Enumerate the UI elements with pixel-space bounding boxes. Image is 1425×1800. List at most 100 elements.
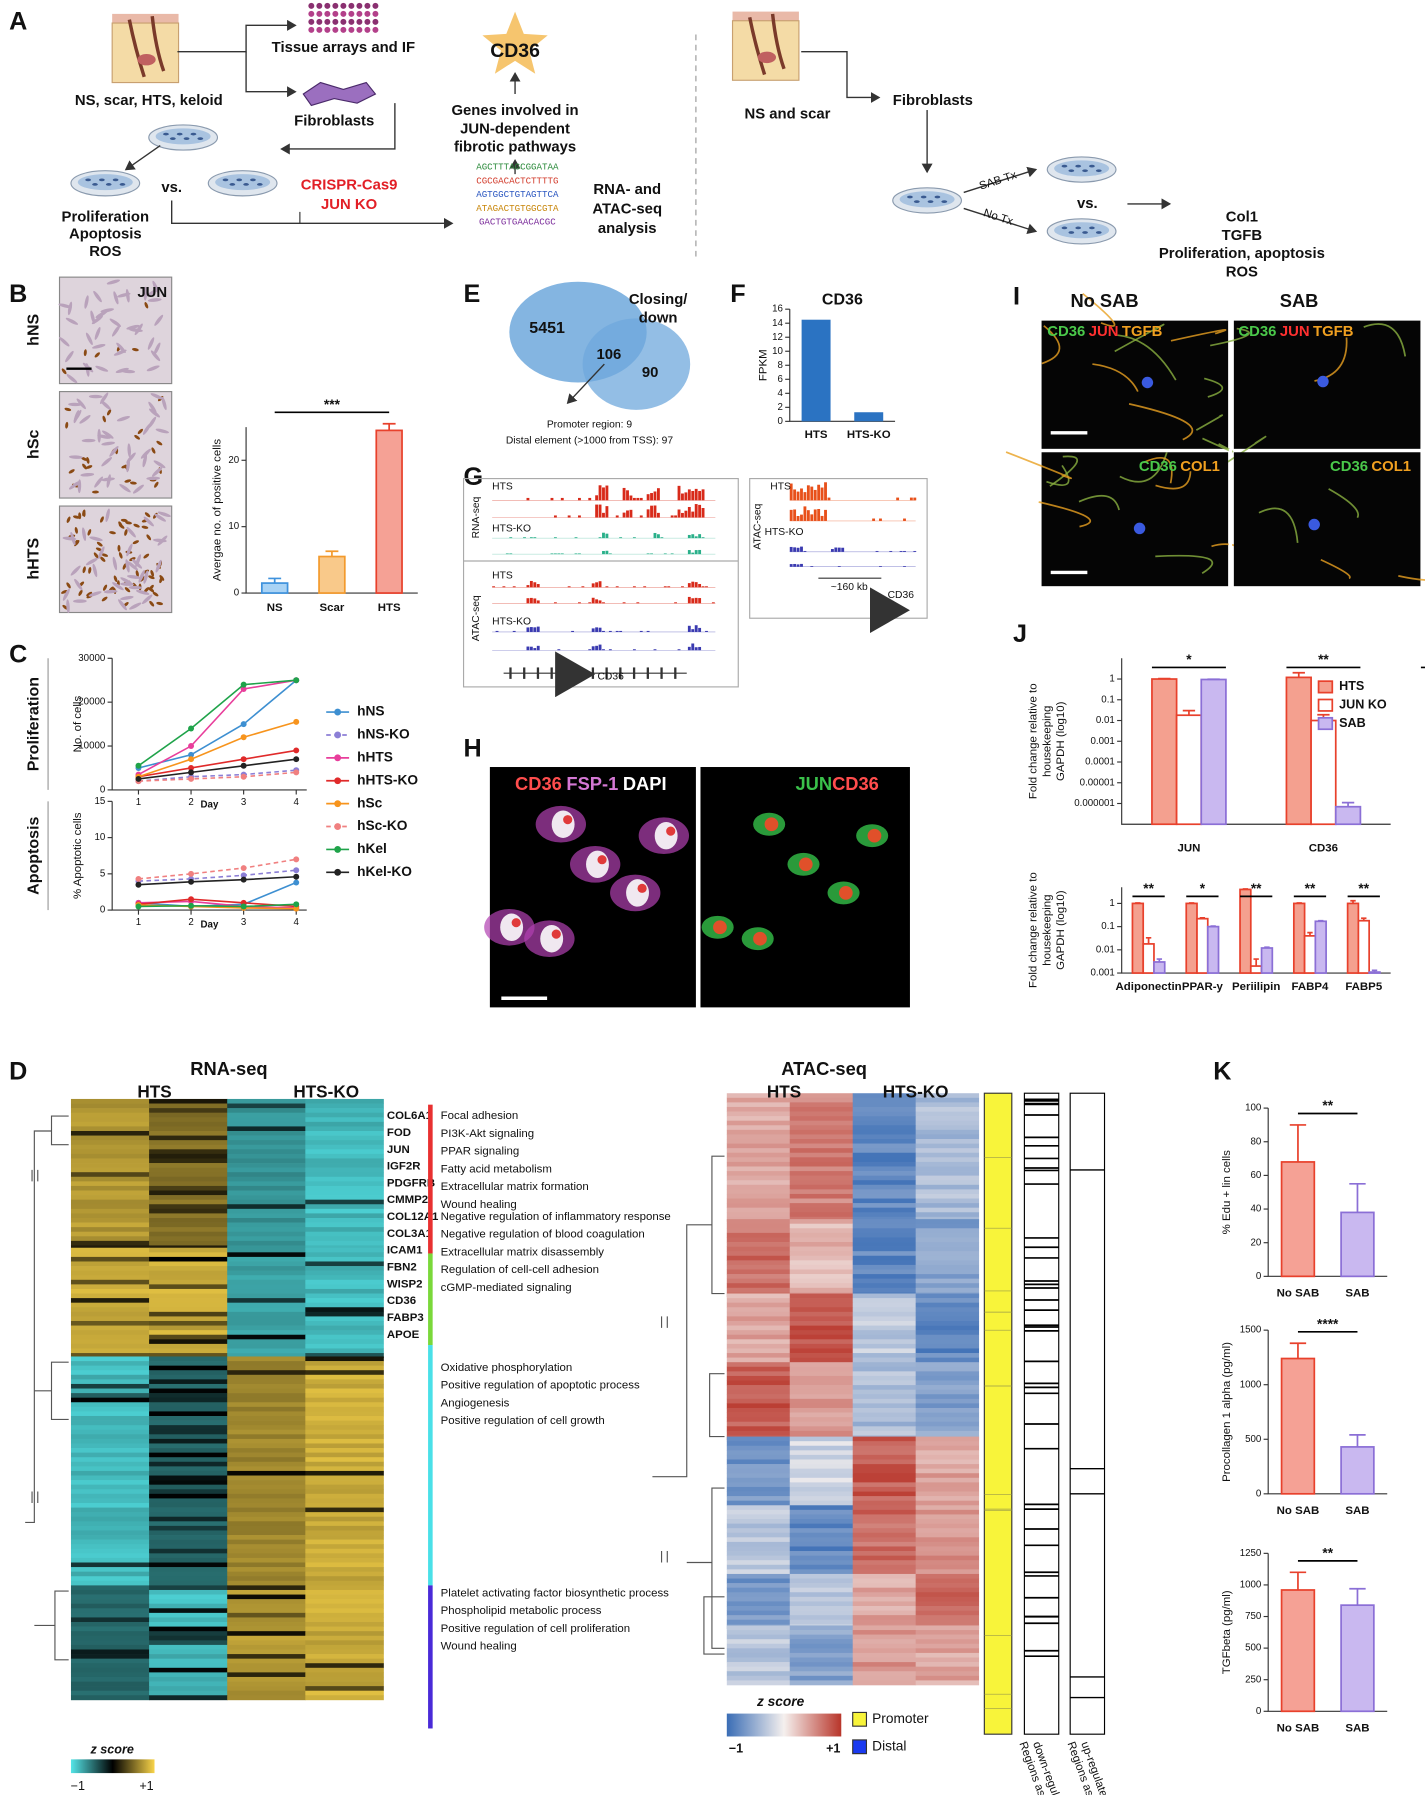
exon (550, 667, 553, 679)
heatmap-cell (726, 1161, 791, 1167)
y-tick-label: 5 (100, 868, 105, 879)
heatmap-cell (305, 1190, 384, 1196)
heatmap-cell (726, 1251, 791, 1257)
significance: **** (1317, 1317, 1339, 1332)
label: JUN-dependent (460, 121, 570, 137)
heatmap-cell (227, 1420, 306, 1426)
heatmap-cell (305, 1330, 384, 1336)
heatmap-cell (149, 1117, 228, 1123)
ihc-cell (73, 515, 80, 519)
tissue-array-dot (340, 10, 347, 17)
ihc-cell (96, 541, 103, 547)
heatmap-cell (726, 1473, 791, 1479)
series-point (135, 903, 142, 910)
x-tick-label: 2 (188, 917, 193, 928)
track-signal (687, 550, 691, 555)
ihc-cell (65, 421, 69, 429)
ihc-cell (154, 481, 159, 488)
y-axis-label: housekeeping (1041, 706, 1053, 777)
dendrogram-break (31, 1169, 39, 1503)
ihc-cell (79, 415, 91, 424)
heatmap-cell (305, 1325, 384, 1331)
heatmap-cell (789, 1334, 854, 1340)
heatmap-cell (726, 1171, 791, 1176)
y-tick-label: 20 (228, 455, 239, 466)
heatmap-cell (789, 1287, 854, 1293)
heatmap-cell (70, 1108, 150, 1114)
ihc-cell (76, 398, 86, 410)
heatmap-cell (70, 1571, 150, 1577)
heatmap-cell (70, 1195, 150, 1201)
heatmap-cell (227, 1383, 306, 1389)
track-signal (602, 532, 605, 539)
heatmap-cell (305, 1617, 384, 1623)
tissue-array-dot (364, 18, 371, 25)
heatmap-cell (852, 1652, 917, 1658)
heatmap-cell (852, 1357, 917, 1363)
heatmap-cell (70, 1681, 150, 1687)
heatmap-cell (726, 1366, 791, 1372)
heatmap-cell (227, 1585, 306, 1591)
heatmap-cell (227, 1425, 306, 1431)
heatmap-cell (726, 1671, 791, 1677)
heatmap-cell (915, 1251, 980, 1257)
heatmap-cell (305, 1535, 384, 1540)
heatmap-cell (227, 1325, 306, 1331)
label: Fibroblasts (893, 93, 973, 109)
tissue-array-dot (332, 2, 339, 9)
heatmap-cell (726, 1619, 791, 1625)
heatmap-cell (726, 1569, 791, 1575)
x-axis-label: Day (201, 920, 219, 931)
heatmap-cell (915, 1532, 980, 1538)
heatmap-cell (852, 1486, 917, 1492)
track-signal (837, 566, 841, 567)
bar (1357, 919, 1371, 974)
ihc-cell (136, 589, 150, 595)
heatmap-cell (149, 1617, 228, 1623)
image-label: hHTS (25, 537, 43, 579)
heatmap-cell (227, 1163, 306, 1168)
significance: * (1200, 881, 1206, 896)
heatmap-cell (305, 1502, 384, 1508)
y-tick-label: 100 (1245, 1103, 1262, 1114)
track-signal (650, 493, 653, 501)
heatmap-cell (726, 1407, 791, 1413)
heatmap-cell (227, 1334, 306, 1340)
heatmap-cell (915, 1551, 980, 1556)
ihc-cell (146, 365, 160, 372)
bar (1310, 719, 1337, 826)
track-signal (588, 497, 592, 501)
heatmap-cell (852, 1148, 917, 1154)
track-signal (800, 546, 803, 552)
heatmap-cell (70, 1493, 150, 1499)
track-signal (701, 508, 705, 518)
heatmap-cell (70, 1480, 150, 1486)
heatmap-cell (789, 1148, 854, 1154)
track-signal (705, 586, 708, 588)
y-tick-label: 10 (228, 521, 239, 532)
heatmap-cell (915, 1237, 980, 1243)
heatmap-cell (305, 1227, 384, 1233)
series-line (138, 875, 297, 886)
track-signal (879, 518, 882, 521)
heatmap-cell (726, 1523, 791, 1529)
track-signal (694, 488, 698, 501)
heatmap-cell (70, 1484, 150, 1490)
track-signal (602, 512, 605, 518)
ihc-cell (111, 325, 121, 337)
heatmap-cell (305, 1126, 384, 1132)
ihc-cell (89, 536, 103, 542)
heatmap-cell (70, 1343, 150, 1349)
tissue-array-dot (356, 10, 363, 17)
ihc-cell (147, 298, 162, 302)
cell-nucleus (586, 850, 609, 879)
heatmap-cell (70, 1654, 150, 1659)
heatmap-cell (227, 1266, 306, 1271)
heatmap-cell (149, 1236, 228, 1242)
heatmap-cell (227, 1411, 306, 1417)
heatmap-cell (915, 1680, 980, 1686)
heatmap-cell (305, 1589, 384, 1595)
heatmap-cell (726, 1293, 791, 1299)
tissue-array-dot (364, 2, 371, 9)
track-signal (698, 549, 702, 555)
